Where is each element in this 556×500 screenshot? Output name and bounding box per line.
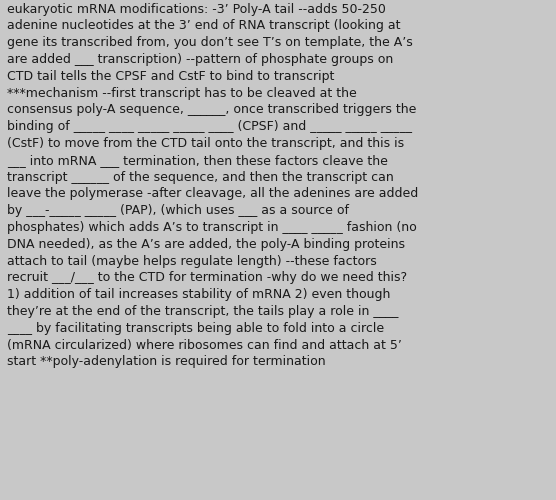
- Text: eukaryotic mRNA modifications: -3’ Poly-A tail --adds 50-250
adenine nucleotides: eukaryotic mRNA modifications: -3’ Poly-…: [7, 2, 418, 368]
